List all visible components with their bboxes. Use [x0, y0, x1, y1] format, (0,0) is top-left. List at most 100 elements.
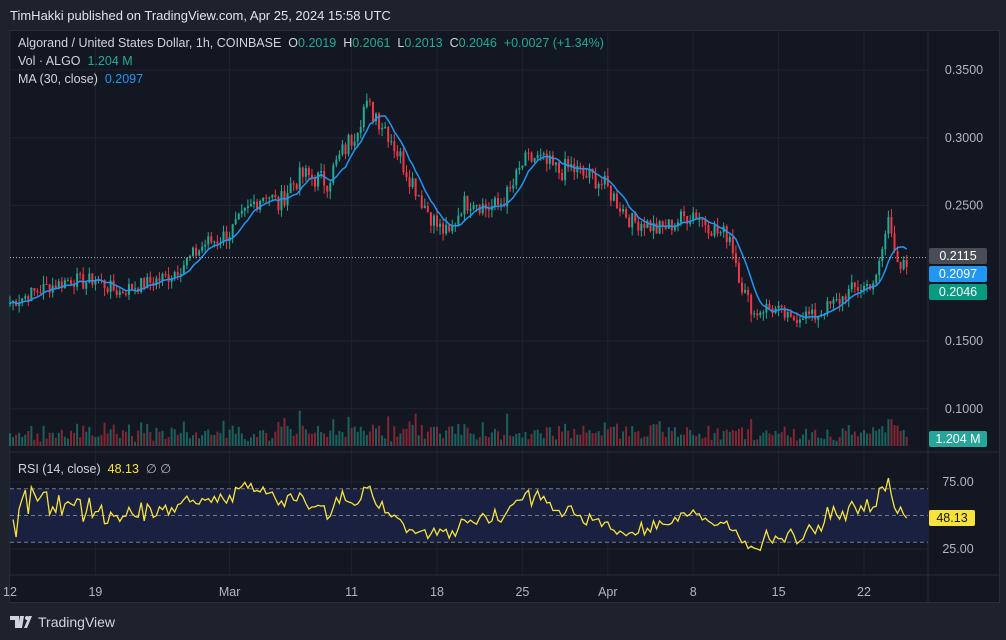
candle-body: [649, 220, 652, 231]
candle-body: [179, 274, 182, 276]
volume-bar: [368, 431, 371, 446]
volume-bar: [15, 434, 18, 446]
volume-bar: [835, 440, 838, 446]
candle-body: [91, 273, 94, 285]
volume-bar: [737, 428, 740, 446]
volume-bar: [820, 438, 823, 446]
candle-body: [246, 206, 249, 208]
volume-bar: [704, 437, 707, 446]
candle-body: [176, 272, 179, 276]
candle-body: [216, 241, 219, 244]
candle-body: [201, 246, 204, 251]
rsi-extra: ∅ ∅: [145, 462, 172, 476]
volume-bar: [396, 436, 399, 446]
volume-bar: [429, 427, 432, 446]
volume-bar: [619, 438, 621, 446]
volume-bar: [869, 433, 872, 446]
candle-body: [207, 236, 210, 245]
volume-bar: [286, 426, 289, 446]
volume-bar: [814, 429, 817, 446]
candle-body: [850, 282, 853, 290]
candle-body: [506, 187, 509, 207]
volume-bar: [893, 425, 896, 446]
candle-body: [274, 194, 277, 198]
volume-bar: [112, 424, 115, 446]
candle-body: [579, 165, 582, 168]
volume-bar: [847, 425, 850, 446]
volume-bar: [798, 438, 801, 446]
volume-bar: [451, 426, 454, 446]
candle-body: [73, 283, 76, 287]
candle-body: [155, 278, 158, 286]
volume-bar: [570, 438, 573, 446]
volume-bar: [320, 432, 323, 446]
volume-bar: [829, 436, 832, 446]
candle-body: [118, 291, 121, 295]
volume-bar: [701, 438, 704, 446]
candle-body: [466, 196, 469, 211]
candle-body: [332, 165, 335, 183]
volume-bar: [344, 437, 347, 446]
close-label: C: [449, 36, 459, 50]
volume-bar: [378, 425, 381, 446]
open-value: 0.2019: [298, 36, 337, 50]
symbol-title: Algorand / United States Dollar, 1h, COI…: [18, 36, 282, 50]
time-tick-label: 22: [857, 585, 871, 599]
volume-bar: [283, 417, 286, 446]
volume-bar: [856, 436, 859, 446]
volume-bar: [863, 430, 865, 446]
volume-bar: [533, 430, 536, 446]
candle-body: [24, 296, 27, 299]
candle-body: [606, 175, 609, 186]
candle-body: [240, 210, 243, 214]
candle-body: [109, 280, 112, 292]
candle-body: [9, 303, 11, 305]
candle-body: [271, 194, 274, 198]
candle-body: [841, 296, 844, 304]
candle-body: [36, 290, 39, 293]
candle-body: [881, 249, 884, 261]
candle-body: [167, 274, 170, 282]
volume-bar: [298, 410, 301, 446]
time-tick-label: 11: [345, 585, 358, 599]
candle-body: [112, 280, 115, 291]
candle-body: [210, 236, 213, 243]
volume-bar: [564, 423, 567, 446]
candle-body: [527, 152, 530, 154]
volume-bar: [731, 430, 734, 446]
volume-bars: [9, 410, 908, 446]
candle-body: [439, 223, 442, 227]
volume-bar: [588, 430, 591, 446]
volume-bar: [240, 433, 243, 446]
candle-body: [588, 168, 591, 178]
candle-body: [45, 283, 48, 285]
tradingview-logo[interactable]: TradingView: [10, 614, 115, 630]
candle-body: [429, 212, 432, 226]
volume-bar: [466, 427, 469, 446]
volume-bar: [12, 437, 15, 446]
candle-body: [899, 262, 902, 270]
volume-bar: [277, 421, 280, 446]
open-label: O: [288, 36, 299, 50]
candle-body: [786, 312, 789, 318]
candle-body: [469, 209, 472, 211]
candle-body: [146, 277, 149, 289]
volume-bar: [698, 433, 701, 446]
candle-body: [298, 167, 301, 190]
tv-logo-icon: [10, 616, 32, 628]
volume-bar: [301, 425, 304, 446]
candle-body: [384, 126, 387, 128]
volume-bar: [82, 425, 85, 446]
candle-body: [893, 233, 896, 252]
candle-body: [402, 151, 405, 173]
candle-body: [204, 244, 207, 247]
volume-bar: [628, 436, 631, 446]
volume-bar: [551, 435, 554, 446]
candle-body: [432, 215, 435, 226]
candle-body: [63, 280, 66, 289]
volume-legend: Vol · ALGO 1.204 M: [18, 54, 133, 68]
candle-body: [378, 113, 381, 130]
volume-bar: [158, 431, 161, 446]
price-tick-label: 0.3000: [945, 131, 983, 145]
